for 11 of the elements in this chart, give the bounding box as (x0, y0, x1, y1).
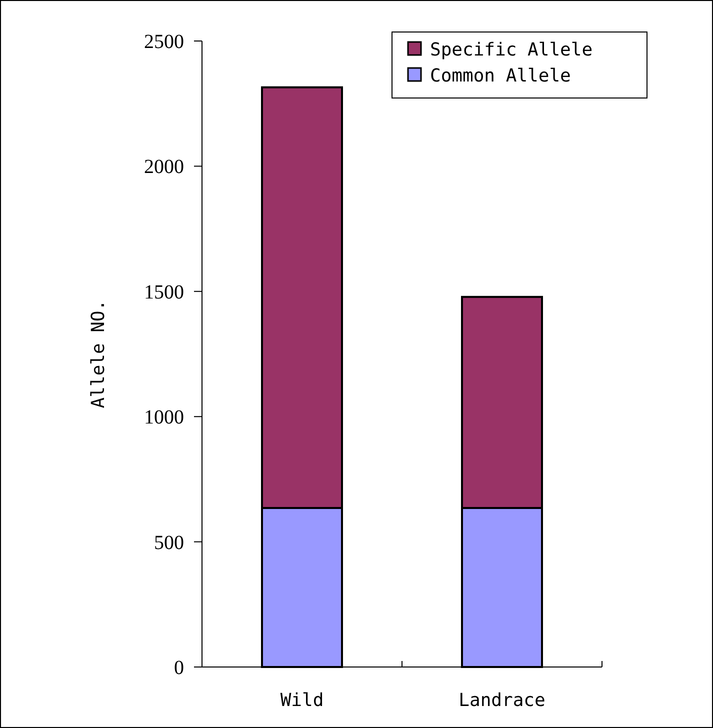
y-tick-label: 2000 (144, 156, 184, 178)
y-tick-label: 1000 (144, 406, 184, 429)
y-tick-label: 1500 (144, 281, 184, 304)
y-tick-label: 2500 (144, 31, 184, 53)
x-tick-label: Landrace (458, 690, 546, 711)
x-tick-label: Wild (280, 690, 324, 711)
legend-label: Common Allele (430, 65, 571, 86)
y-tick-label: 500 (154, 532, 184, 554)
y-axis-title: Allele NO. (88, 300, 109, 408)
legend-label: Specific Allele (430, 39, 593, 60)
y-tick-label: 0 (174, 657, 184, 679)
